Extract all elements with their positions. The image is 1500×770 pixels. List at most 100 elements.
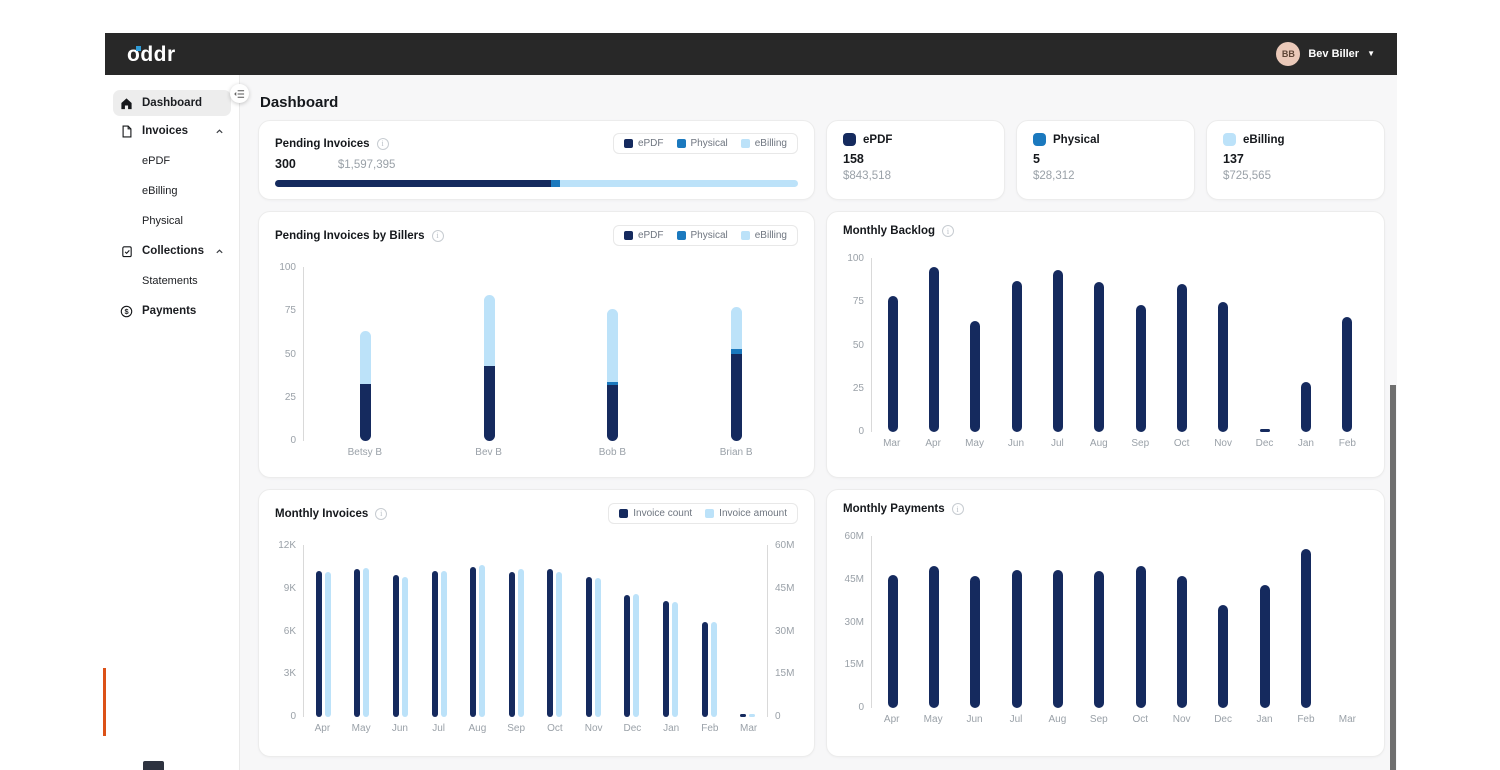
- bar-dec[interactable]: [1218, 604, 1229, 708]
- bar-mar[interactable]: [887, 296, 898, 432]
- user-menu[interactable]: BB Bev Biller ▼: [1276, 42, 1375, 66]
- sidebar-item-label: eBilling: [142, 185, 178, 197]
- bar-invoice-count-feb[interactable]: [701, 622, 708, 717]
- legend-item-physical[interactable]: Physical: [676, 138, 728, 149]
- bar-group-oct: [1161, 258, 1202, 432]
- bar-invoice-count-may[interactable]: [354, 569, 361, 717]
- bar-invoice-amount-oct[interactable]: [556, 572, 563, 717]
- bar-invoice-amount-dec[interactable]: [633, 593, 640, 717]
- bar-may[interactable]: [928, 566, 939, 708]
- bar-ebilling-bob-b[interactable]: [607, 308, 619, 382]
- stat-label: eBilling: [1243, 133, 1285, 146]
- bar-invoice-count-mar[interactable]: [740, 714, 747, 717]
- bar-jun[interactable]: [1011, 280, 1022, 432]
- bar-invoice-amount-may[interactable]: [363, 567, 370, 717]
- bar-invoice-amount-jul[interactable]: [440, 570, 447, 717]
- legend-item-invoice-count[interactable]: Invoice count: [619, 508, 692, 519]
- bar-sep[interactable]: [1094, 570, 1105, 708]
- bar-invoice-count-jun[interactable]: [392, 575, 399, 717]
- bar-epdf-bob-b[interactable]: [607, 385, 619, 441]
- sidebar-item-epdf[interactable]: ePDF: [113, 146, 231, 176]
- bar-ebilling-betsy-b[interactable]: [360, 331, 372, 384]
- bar-nov[interactable]: [1218, 301, 1229, 432]
- y-axis-tick: 60M: [844, 531, 864, 542]
- legend-item-epdf[interactable]: ePDF: [623, 230, 664, 241]
- bar-invoice-amount-jan[interactable]: [671, 602, 678, 717]
- info-icon[interactable]: i: [951, 503, 964, 515]
- bar-epdf-bev-b[interactable]: [483, 366, 495, 441]
- bar-invoice-amount-mar[interactable]: [749, 714, 756, 717]
- info-icon[interactable]: i: [431, 229, 444, 242]
- bar-group-jan: [651, 545, 690, 717]
- info-icon[interactable]: i: [376, 137, 389, 150]
- legend-item-invoice-amount[interactable]: Invoice amount: [705, 508, 787, 519]
- bar-invoice-amount-sep[interactable]: [517, 569, 524, 717]
- sidebar-collapse-button[interactable]: [230, 84, 249, 103]
- bar-feb[interactable]: [1342, 317, 1353, 432]
- bar-oct[interactable]: [1135, 566, 1146, 708]
- sidebar-item-payments[interactable]: $ Payments: [113, 298, 231, 324]
- bar-aug[interactable]: [1052, 569, 1063, 708]
- bar-invoice-amount-aug[interactable]: [479, 565, 486, 717]
- bar-invoice-count-dec[interactable]: [624, 595, 631, 717]
- bar-group-oct: [535, 545, 574, 717]
- info-icon[interactable]: i: [942, 225, 955, 237]
- bar-jul[interactable]: [1052, 270, 1063, 432]
- bar-feb[interactable]: [1300, 548, 1311, 708]
- bar-invoice-count-jul[interactable]: [431, 570, 438, 717]
- bar-nov[interactable]: [1176, 576, 1187, 708]
- bar-invoice-amount-feb[interactable]: [710, 622, 717, 717]
- bar-sep[interactable]: [1135, 304, 1146, 432]
- legend-item-epdf[interactable]: ePDF: [623, 138, 664, 149]
- sidebar-item-invoices[interactable]: Invoices: [113, 118, 231, 144]
- bar-jan[interactable]: [1259, 584, 1270, 708]
- bar-dec[interactable]: [1259, 428, 1270, 432]
- legend-item-ebilling[interactable]: eBilling: [740, 230, 787, 241]
- y-axis-left: 12K 9K 6K 3K 0: [275, 540, 303, 722]
- app-logo[interactable]: oddr: [127, 44, 176, 65]
- sidebar: Dashboard Invoices ePDF eBilling Physical Col…: [105, 75, 240, 770]
- y-axis-tick: 0: [290, 711, 296, 722]
- x-axis-label-apr: Apr: [883, 714, 900, 725]
- bar-invoice-count-apr[interactable]: [315, 570, 322, 717]
- bar-apr[interactable]: [887, 574, 898, 708]
- sidebar-item-dashboard[interactable]: Dashboard: [113, 90, 231, 116]
- legend-item-physical[interactable]: Physical: [676, 230, 728, 241]
- sidebar-item-ebilling[interactable]: eBilling: [113, 176, 231, 206]
- bar-group-feb: [1285, 536, 1326, 708]
- bar-epdf-brian-b[interactable]: [730, 354, 742, 441]
- legend-item-ebilling[interactable]: eBilling: [740, 138, 787, 149]
- bar-oct[interactable]: [1176, 284, 1187, 432]
- bar-jun[interactable]: [970, 576, 981, 708]
- info-icon[interactable]: i: [375, 507, 388, 520]
- y-axis-tick: 9K: [283, 582, 296, 594]
- bar-ebilling-brian-b[interactable]: [730, 307, 742, 349]
- left-edge-orange-marker: [103, 668, 106, 736]
- monthly-backlog-chart: 100 75 50 25 0 Mar Apr May Jun Jul Aug Sep Oct Nov Dec…: [843, 253, 1368, 449]
- sidebar-item-physical[interactable]: Physical: [113, 206, 231, 236]
- bar-invoice-count-nov[interactable]: [585, 576, 592, 717]
- bar-invoice-count-jan[interactable]: [662, 600, 669, 717]
- bar-ebilling-bev-b[interactable]: [483, 294, 495, 367]
- sidebar-item-statements[interactable]: Statements: [113, 266, 231, 296]
- billers-chart: 100 75 50 25 0 Betsy B Bev B Bob B Brian B: [275, 262, 798, 458]
- sidebar-item-collections[interactable]: Collections: [113, 238, 231, 264]
- y-axis-tick: 0: [858, 702, 864, 713]
- bar-jul[interactable]: [1011, 570, 1022, 708]
- bar-epdf-betsy-b[interactable]: [360, 383, 372, 441]
- bar-may[interactable]: [970, 320, 981, 432]
- bar-invoice-amount-jun[interactable]: [401, 576, 408, 717]
- bar-aug[interactable]: [1094, 282, 1105, 432]
- bar-invoice-count-sep[interactable]: [508, 572, 515, 717]
- legend-chip: [619, 509, 629, 518]
- bar-physical-bob-b[interactable]: [607, 381, 619, 386]
- bar-invoice-amount-nov[interactable]: [594, 577, 601, 717]
- bar-jan[interactable]: [1300, 381, 1311, 432]
- bar-invoice-amount-apr[interactable]: [324, 572, 331, 717]
- svg-text:$: $: [124, 307, 129, 316]
- bar-apr[interactable]: [928, 266, 939, 432]
- bar-invoice-count-aug[interactable]: [470, 566, 477, 717]
- bar-physical-brian-b[interactable]: [730, 348, 742, 354]
- bar-invoice-count-oct[interactable]: [547, 569, 554, 717]
- vertical-scrollbar[interactable]: [1390, 385, 1396, 770]
